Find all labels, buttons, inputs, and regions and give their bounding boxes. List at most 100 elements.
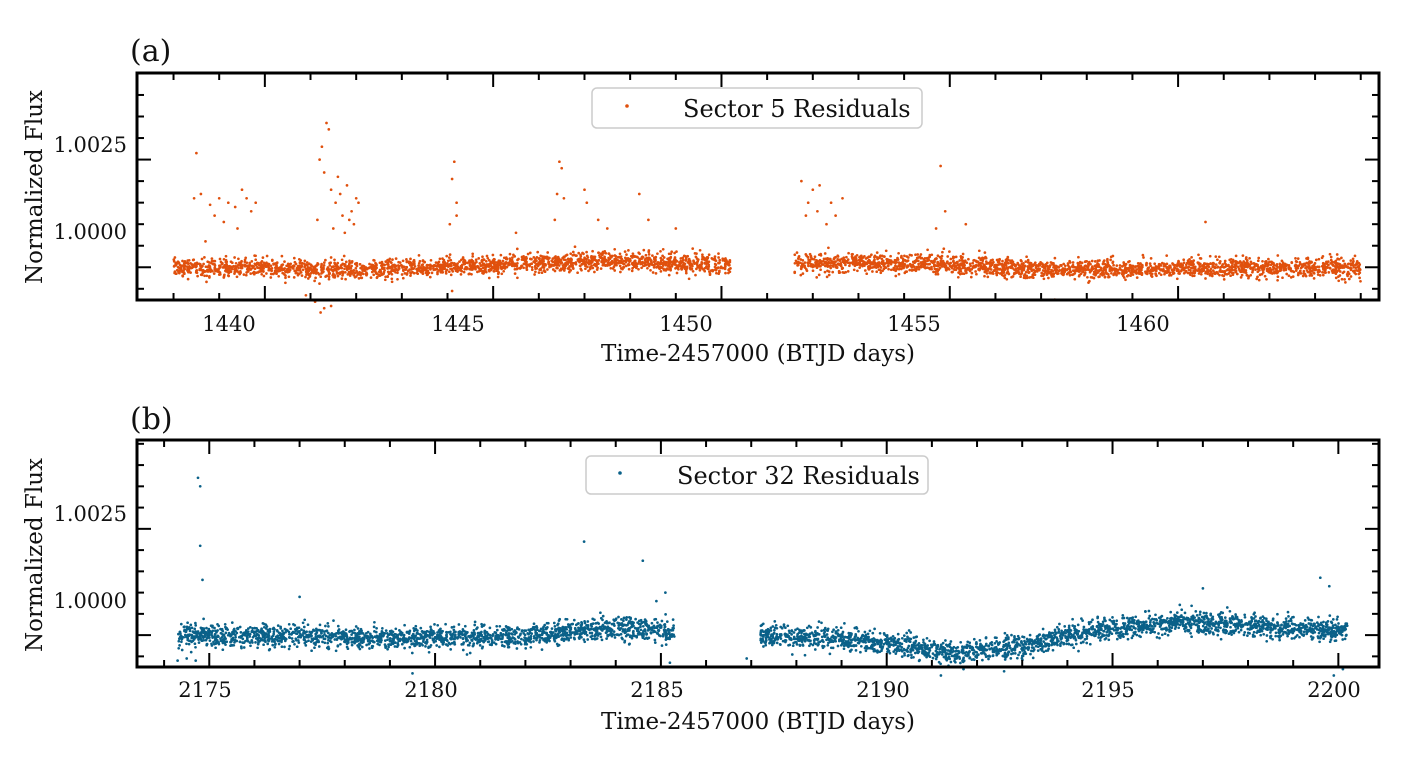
panel-a-data-point: [1337, 269, 1340, 272]
panel-a-data-point: [707, 253, 711, 257]
panel-a-data-point: [847, 251, 850, 255]
panel-a-data-point: [526, 252, 530, 256]
panel-a-data-point: [795, 251, 799, 254]
panel-a-data-point: [974, 270, 977, 273]
panel-a-data-point: [919, 256, 923, 260]
panel-a-data-point: [1310, 261, 1313, 264]
panel-a-data-point: [662, 256, 666, 259]
panel-a-data-point: [383, 278, 387, 282]
panel-a-data-point: [705, 255, 709, 259]
panel-a-data-point: [467, 272, 471, 276]
panel-a-data-point: [596, 218, 600, 222]
panel-a-data-point: [614, 257, 618, 261]
panel-a-data-point: [334, 267, 338, 270]
panel-a-data-point: [1190, 255, 1193, 259]
panel-a-data-point: [1014, 267, 1018, 271]
panel-a-data-point: [582, 252, 585, 256]
panel-a-data-point: [919, 265, 923, 269]
panel-a-data-point: [1090, 259, 1094, 263]
panel-a-data-point: [591, 266, 595, 270]
panel-a-data-point: [1078, 261, 1082, 265]
panel-a-data-point: [282, 267, 286, 271]
panel-a-data-point: [239, 271, 242, 275]
panel-a-data-point: [855, 253, 859, 257]
panel-a-data-point: [1031, 276, 1035, 280]
panel-a-data-point: [1231, 271, 1235, 275]
panel-a-data-point: [647, 264, 651, 268]
panel-a-data-point: [1251, 269, 1255, 272]
panel-a-data-point: [350, 261, 354, 264]
panel-a-data-point: [1263, 274, 1267, 278]
panel-a-data-point: [827, 273, 831, 277]
panel-a-data-point: [358, 270, 361, 274]
panel-a-data-point: [703, 258, 706, 262]
panel-a-data-point: [905, 255, 909, 258]
panel-a-data-point: [953, 265, 957, 269]
panel-a-data-point: [246, 269, 250, 273]
panel-a-data-point: [499, 253, 503, 257]
panel-a-data-point: [481, 255, 484, 259]
panel-a-data-point: [815, 258, 818, 262]
panel-a-data-point: [533, 261, 537, 264]
panel-a-data-point: [823, 270, 827, 274]
panel-a-data-point: [465, 265, 468, 269]
panel-a-data-point: [291, 267, 295, 270]
panel-a-legend-marker: [625, 104, 629, 108]
panel-b-data-point: [373, 620, 376, 624]
panel-a-data-point: [1228, 265, 1231, 269]
panel-a-data-point: [320, 268, 323, 272]
panel-a-data-point: [654, 272, 658, 275]
panel-a-data-point: [1086, 275, 1089, 279]
panel-a-data-point: [982, 267, 986, 271]
panel-a-data-point: [1181, 263, 1185, 267]
panel-a-data-point: [515, 267, 519, 271]
panel-a-data-point: [933, 267, 937, 271]
panel-a-data-point: [368, 262, 371, 266]
panel-a-data-point: [1137, 272, 1141, 275]
panel-a-data-point: [459, 273, 463, 276]
panel-a-data-point: [409, 263, 412, 267]
panel-a-data-point: [294, 271, 298, 275]
panel-a-data-point: [401, 276, 405, 280]
panel-a-data-point: [1202, 262, 1206, 265]
panel-a-data-point: [1197, 253, 1200, 257]
panel-a-data-point: [1072, 273, 1075, 276]
panel-a-data-point: [1198, 270, 1202, 273]
panel-a-data-point: [728, 259, 732, 262]
panel-a-data-point: [285, 264, 288, 268]
panel-a-data-point: [1098, 259, 1101, 262]
panel-a-data-point: [455, 214, 458, 217]
panel-b-data-point: [647, 636, 651, 640]
panel-a-data-point: [1264, 260, 1268, 264]
panel-a-data-point: [205, 280, 208, 284]
panel-a-data-point: [609, 262, 612, 266]
panel-a-data-point: [479, 267, 483, 271]
panel-a-data-point: [478, 261, 482, 265]
panel-a-data-point: [905, 270, 909, 273]
panel-a-data-point: [249, 209, 253, 213]
panel-a-data-point: [327, 128, 331, 131]
panel-a-data-point: [825, 222, 828, 226]
panel-a-data-point: [265, 272, 268, 275]
panel-a-data-point: [300, 274, 304, 277]
panel-a-data-point: [1273, 266, 1276, 270]
panel-a-data-point: [472, 264, 476, 268]
panel-a-data-point: [1294, 269, 1298, 272]
panel-a-data-point: [964, 269, 968, 272]
panel-a-data-point: [586, 265, 589, 269]
panel-a-data-point: [627, 249, 630, 252]
panel-a-data-point: [724, 271, 727, 275]
panel-a-data-point: [471, 255, 475, 258]
panel-a-data-point: [1084, 264, 1088, 268]
panel-a-data-point: [1353, 271, 1356, 275]
panel-b-data-point: [271, 643, 275, 647]
panel-b-data-point: [221, 648, 225, 652]
panel-a-data-point: [607, 252, 611, 255]
panel-a-data-point: [177, 261, 181, 265]
panel-a-data-point: [637, 192, 641, 196]
panel-a-data-point: [326, 267, 330, 271]
panel-a-data-point: [1302, 272, 1305, 275]
panel-a-data-point: [625, 253, 628, 256]
panel-b-label: (b): [130, 402, 173, 437]
panel-a-data-point: [825, 261, 828, 265]
